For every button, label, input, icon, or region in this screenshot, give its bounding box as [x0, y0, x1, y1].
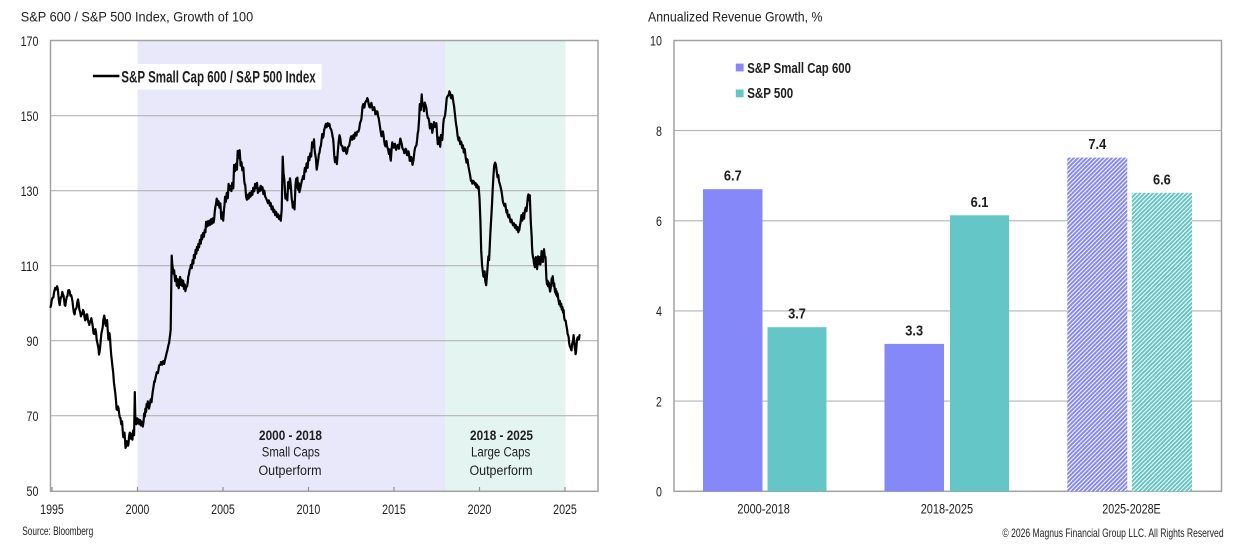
svg-text:2018 - 2025: 2018 - 2025: [470, 428, 533, 443]
svg-text:70: 70: [27, 408, 39, 424]
svg-text:10: 10: [650, 33, 662, 49]
svg-text:2000-2018: 2000-2018: [737, 501, 790, 517]
svg-text:2000 - 2018: 2000 - 2018: [259, 428, 322, 443]
svg-text:90: 90: [27, 333, 39, 349]
svg-text:2010: 2010: [297, 501, 321, 517]
svg-text:2000: 2000: [126, 501, 150, 517]
svg-text:2005: 2005: [211, 501, 235, 517]
svg-text:Annualized Revenue Growth, %: Annualized Revenue Growth, %: [648, 9, 822, 25]
svg-text:S&P Small Cap 600: S&P Small Cap 600: [747, 61, 851, 77]
svg-text:6.1: 6.1: [971, 195, 989, 211]
svg-text:6: 6: [656, 213, 662, 229]
svg-text:130: 130: [21, 183, 39, 199]
svg-text:6.7: 6.7: [724, 169, 742, 185]
svg-text:S&P Small Cap 600 / S&P 500 In: S&P Small Cap 600 / S&P 500 Index: [121, 68, 316, 87]
svg-text:Large Caps: Large Caps: [471, 444, 531, 459]
svg-text:150: 150: [21, 108, 39, 124]
svg-text:S&P 500: S&P 500: [747, 86, 793, 102]
svg-text:2018-2025: 2018-2025: [921, 501, 974, 517]
svg-text:© 2026 Magnus Financial Group: © 2026 Magnus Financial Group LLC. All R…: [1002, 526, 1223, 540]
svg-text:3.3: 3.3: [905, 323, 923, 339]
svg-text:6.6: 6.6: [1153, 172, 1171, 188]
svg-text:50: 50: [27, 483, 39, 499]
svg-text:7.4: 7.4: [1088, 137, 1106, 153]
svg-text:1995: 1995: [40, 501, 64, 517]
svg-text:Small Caps: Small Caps: [262, 444, 320, 459]
svg-text:2025-2028E: 2025-2028E: [1102, 501, 1160, 517]
svg-text:3.7: 3.7: [788, 307, 806, 323]
svg-text:S&P 600 / S&P 500 Index, Growt: S&P 600 / S&P 500 Index, Growth of 100: [21, 9, 254, 25]
svg-text:Source: Bloomberg: Source: Bloomberg: [22, 524, 93, 538]
svg-text:4: 4: [656, 303, 662, 319]
svg-text:Outperform: Outperform: [469, 463, 532, 478]
svg-text:2020: 2020: [468, 501, 492, 517]
svg-text:0: 0: [656, 484, 662, 500]
svg-text:Outperform: Outperform: [258, 463, 321, 478]
svg-text:110: 110: [21, 258, 39, 274]
svg-text:170: 170: [21, 33, 39, 49]
svg-text:2015: 2015: [382, 501, 406, 517]
svg-text:2025: 2025: [553, 501, 577, 517]
svg-text:2: 2: [656, 393, 662, 409]
svg-text:8: 8: [656, 123, 662, 139]
